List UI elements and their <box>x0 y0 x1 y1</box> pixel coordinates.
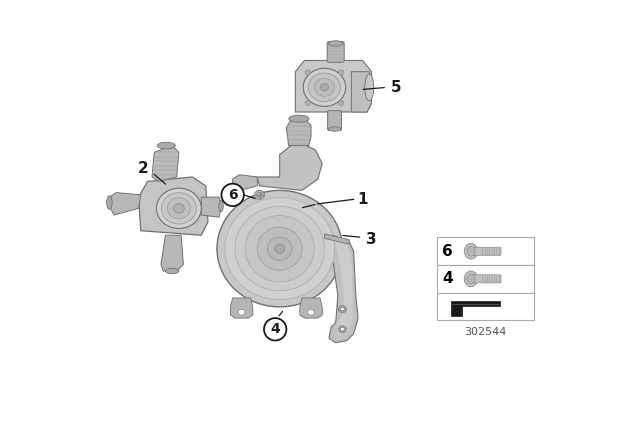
Ellipse shape <box>257 227 302 270</box>
Text: 3: 3 <box>366 232 377 247</box>
Ellipse shape <box>328 41 343 46</box>
Ellipse shape <box>238 309 245 315</box>
Ellipse shape <box>328 127 341 131</box>
FancyBboxPatch shape <box>470 247 501 255</box>
Ellipse shape <box>107 196 112 209</box>
Polygon shape <box>287 119 311 146</box>
Bar <box>437 237 534 265</box>
Ellipse shape <box>173 203 184 213</box>
Ellipse shape <box>464 271 477 287</box>
Ellipse shape <box>161 193 196 224</box>
Text: 4: 4 <box>442 271 452 286</box>
FancyBboxPatch shape <box>328 111 342 130</box>
Ellipse shape <box>268 237 292 260</box>
Ellipse shape <box>289 115 309 122</box>
Ellipse shape <box>219 201 223 212</box>
Text: 302544: 302544 <box>465 327 507 336</box>
Ellipse shape <box>235 207 324 291</box>
Polygon shape <box>324 233 358 343</box>
Ellipse shape <box>340 307 344 311</box>
Ellipse shape <box>305 70 310 75</box>
Ellipse shape <box>467 246 475 256</box>
Ellipse shape <box>167 198 191 219</box>
Ellipse shape <box>305 100 310 105</box>
Text: 4: 4 <box>270 322 280 336</box>
Ellipse shape <box>339 306 346 313</box>
Text: 1: 1 <box>357 192 368 207</box>
Polygon shape <box>324 234 349 244</box>
Ellipse shape <box>166 268 179 274</box>
Ellipse shape <box>303 68 346 107</box>
FancyBboxPatch shape <box>470 275 501 283</box>
Ellipse shape <box>308 309 314 315</box>
Ellipse shape <box>157 142 175 149</box>
Polygon shape <box>233 175 257 190</box>
Ellipse shape <box>339 100 344 105</box>
Polygon shape <box>300 298 323 318</box>
Ellipse shape <box>275 244 285 254</box>
Ellipse shape <box>245 215 314 282</box>
Bar <box>437 293 534 320</box>
Bar <box>437 265 534 293</box>
Ellipse shape <box>467 274 475 284</box>
Circle shape <box>221 184 244 206</box>
Ellipse shape <box>365 74 374 101</box>
Polygon shape <box>139 177 208 235</box>
Text: 6: 6 <box>442 244 452 259</box>
FancyBboxPatch shape <box>327 42 344 62</box>
Polygon shape <box>333 240 353 336</box>
Polygon shape <box>296 60 371 112</box>
Ellipse shape <box>314 78 335 96</box>
Circle shape <box>264 318 287 340</box>
Polygon shape <box>230 298 253 318</box>
Ellipse shape <box>339 70 344 75</box>
Polygon shape <box>161 235 184 271</box>
Ellipse shape <box>156 188 201 228</box>
Polygon shape <box>109 193 141 215</box>
Polygon shape <box>257 143 323 190</box>
Ellipse shape <box>225 198 335 300</box>
Polygon shape <box>152 146 179 181</box>
Ellipse shape <box>308 73 340 102</box>
Ellipse shape <box>340 327 344 331</box>
Ellipse shape <box>255 190 264 199</box>
Ellipse shape <box>257 192 262 198</box>
Ellipse shape <box>321 84 328 91</box>
Text: 6: 6 <box>228 188 237 202</box>
Text: 5: 5 <box>391 80 401 95</box>
Ellipse shape <box>339 326 346 333</box>
Polygon shape <box>351 72 371 112</box>
Ellipse shape <box>464 243 477 259</box>
Text: 2: 2 <box>138 160 148 176</box>
Ellipse shape <box>217 190 342 307</box>
Polygon shape <box>202 197 221 217</box>
Polygon shape <box>451 301 500 316</box>
